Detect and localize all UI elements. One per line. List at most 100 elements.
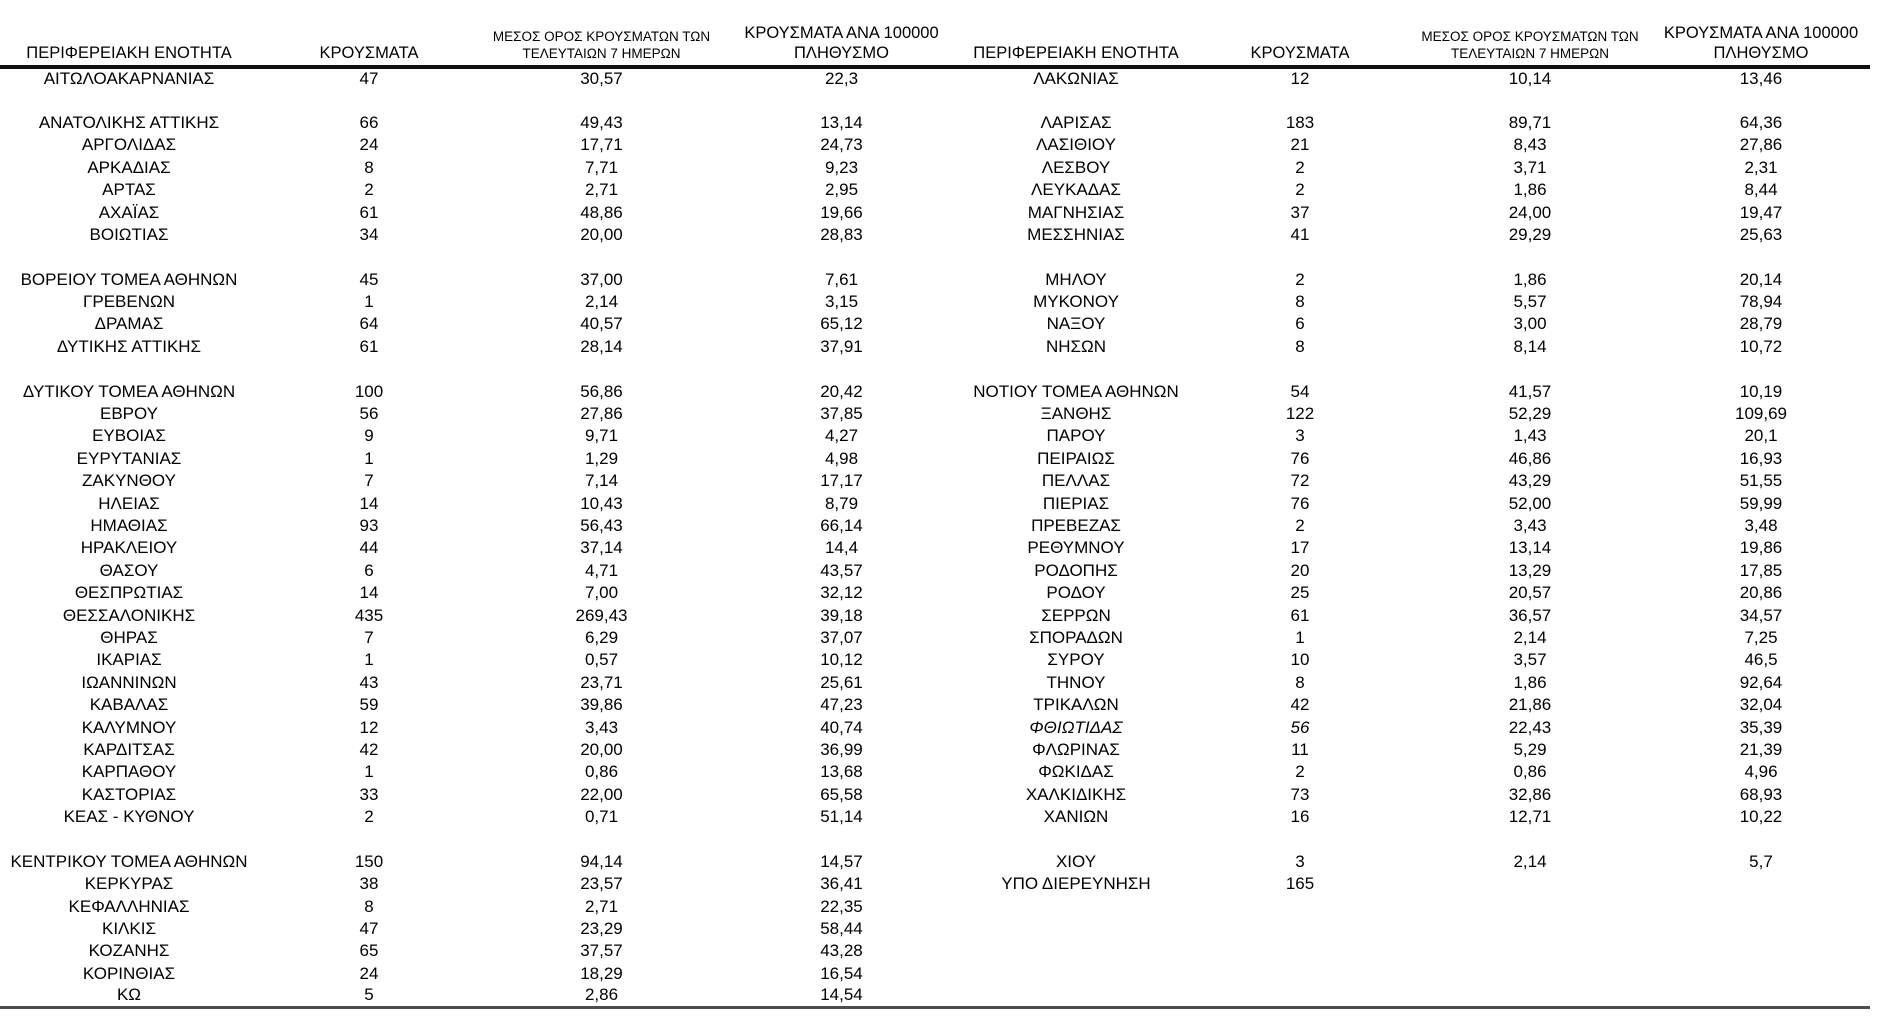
right-cases-cell: 20 [1290, 560, 1310, 580]
left-avg7-cell: 0,86 [584, 762, 619, 782]
table-row: ΘΕΣΣΑΛΟΝΙΚΗΣ 435 269,43 39,18 ΣΕΡΡΩΝ 61 36,57 3… [0, 604, 1870, 626]
table-row: ΚΕΑΣ - ΚΥΘΝΟΥ 2 0,71 51,14 ΧΑΝΙΩΝ 16 12,71 10,2… [0, 806, 1870, 828]
header-cases-left: ΚΡΟΥΣΜΑΤΑ [258, 0, 480, 69]
left-region-cell: ΓΡΕΒΕΝΩΝ [83, 292, 175, 312]
table-row: ΒΟΙΩΤΙΑΣ 34 20,00 28,83 ΜΕΣΣΗΝΙΑΣ 41 29,29 25,6… [0, 224, 1870, 246]
right-avg7-cell: 1,86 [1513, 180, 1547, 200]
table-row: ΗΡΑΚΛΕΙΟΥ 44 37,14 14,4 ΡΕΘΥΜΝΟΥ 17 13,14 19,86 [0, 537, 1870, 559]
right-cases-cell: 16 [1290, 807, 1310, 827]
right-per100k-cell: 2,31 [1744, 157, 1778, 177]
right-region-cell [960, 940, 1192, 962]
right-cases-cell: 8 [1295, 292, 1305, 312]
right-avg7-cell [1408, 963, 1652, 985]
left-region-cell: ΚΑΒΑΛΑΣ [89, 695, 169, 715]
left-region-cell: ΚΑΡΔΙΤΣΑΣ [83, 739, 175, 759]
right-per100k-cell: 21,39 [1739, 739, 1783, 759]
left-avg7-cell: 9,71 [584, 426, 619, 446]
left-cases-cell: 24 [359, 963, 379, 983]
left-avg7-cell: 6,29 [584, 627, 619, 647]
right-region-cell: ΛΑΣΙΘΙΟΥ [1036, 135, 1116, 155]
table-row: ΔΡΑΜΑΣ 64 40,57 65,12 ΝΑΞΟΥ 6 3,00 28,79 [0, 313, 1870, 335]
right-cases-cell: 42 [1290, 695, 1310, 715]
left-per100k-cell: 37,91 [820, 336, 863, 356]
right-cases-cell: 10 [1290, 650, 1310, 670]
left-region-cell: ΒΟΡΕΙΟΥ ΤΟΜΕΑ ΑΘΗΝΩΝ [20, 269, 238, 289]
right-region-cell: ΤΗΝΟΥ [1046, 672, 1106, 692]
left-avg7-cell: 20,00 [580, 739, 623, 759]
left-cases-cell: 100 [354, 381, 384, 401]
header-row: ΠΕΡΙΦΕΡΕΙΑΚΗ ΕΝΟΤΗΤΑ ΚΡΟΥΣΜΑΤΑ ΜΕΣΟΣ ΟΡΟ… [0, 0, 1870, 69]
right-region-cell: ΦΘΙΩΤΙΔΑΣ [1029, 717, 1123, 737]
left-avg7-cell: 48,86 [580, 202, 623, 222]
right-per100k-cell: 34,57 [1739, 605, 1783, 625]
table-row: ΒΟΡΕΙΟΥ ΤΟΜΕΑ ΑΘΗΝΩΝ 45 37,00 7,61 ΜΗΛΟΥ 2 1,8… [0, 269, 1870, 291]
right-cases-cell [1192, 985, 1408, 1007]
right-avg7-cell [1408, 918, 1652, 940]
table-row: ΚΕΝΤΡΙΚΟΥ ΤΟΜΕΑ ΑΘΗΝΩΝ 150 94,14 14,57 ΧΙΟΥ 3… [0, 851, 1870, 873]
left-region-cell: ΑΡΓΟΛΙΔΑΣ [81, 135, 177, 155]
left-avg7-cell: 17,71 [580, 135, 623, 155]
right-region-cell: ΛΕΥΚΑΔΑΣ [1031, 180, 1121, 200]
table-row: ΚΑΒΑΛΑΣ 59 39,86 47,23 ΤΡΙΚΑΛΩΝ 42 21,86 32,04 [0, 694, 1870, 716]
table-row: ΚΕΦΑΛΛΗΝΙΑΣ 8 2,71 22,35 [0, 895, 1870, 917]
left-region-cell: ΚΙΛΚΙΣ [102, 919, 156, 939]
right-region-cell [960, 895, 1192, 917]
right-region-cell: ΞΑΝΘΗΣ [1040, 404, 1112, 424]
left-region-cell: ΔΡΑΜΑΣ [94, 314, 164, 334]
right-cases-cell: 2 [1295, 762, 1305, 782]
left-avg7-cell: 23,71 [580, 672, 623, 692]
table-row: ΚΕΡΚΥΡΑΣ 38 23,57 36,41 ΥΠΟ ΔΙΕΡΕΥΝΗΣΗ 165 [0, 873, 1870, 895]
right-cases-cell: 41 [1290, 224, 1310, 244]
right-avg7-cell: 22,43 [1508, 717, 1552, 737]
left-cases-cell: 61 [359, 202, 379, 222]
right-per100k-cell: 109,69 [1735, 404, 1787, 424]
left-avg7-cell: 269,43 [575, 605, 628, 625]
left-avg7-cell: 94,14 [580, 851, 623, 871]
right-avg7-cell: 24,00 [1508, 202, 1552, 222]
left-avg7-cell: 23,29 [580, 919, 623, 939]
left-region-cell: ΙΚΑΡΙΑΣ [96, 650, 162, 670]
left-region-cell: ΕΒΡΟΥ [99, 404, 159, 424]
right-per100k-cell: 28,79 [1739, 314, 1783, 334]
right-region-cell: ΣΠΟΡΑΔΩΝ [1029, 627, 1123, 647]
left-avg7-cell: 0,57 [584, 650, 619, 670]
right-avg7-cell: 5,29 [1513, 739, 1547, 759]
header-region-left-label: ΠΕΡΙΦΕΡΕΙΑΚΗ ΕΝΟΤΗΤΑ [26, 43, 232, 62]
right-avg7-cell: 46,86 [1508, 448, 1552, 468]
left-cases-cell: 1 [364, 762, 374, 782]
left-cases-cell: 93 [359, 516, 379, 535]
header-per100k-right-line1: ΚΡΟΥΣΜΑΤΑ ΑΝΑ 100000 [1663, 23, 1859, 42]
right-per100k-cell: 46,5 [1744, 650, 1778, 670]
right-avg7-cell: 29,29 [1508, 224, 1552, 244]
right-avg7-cell: 3,57 [1513, 650, 1547, 670]
right-per100k-cell: 92,64 [1739, 672, 1783, 692]
right-region-cell: ΝΗΣΩΝ [1045, 336, 1107, 356]
left-per100k-cell: 36,41 [820, 874, 863, 894]
right-per100k-cell: 64,36 [1739, 112, 1783, 132]
right-region-cell: ΜΕΣΣΗΝΙΑΣ [1027, 224, 1125, 244]
left-per100k-cell: 51,14 [820, 807, 863, 827]
spacer-row [0, 89, 1870, 111]
right-avg7-cell [1408, 895, 1652, 917]
right-avg7-cell: 3,43 [1513, 516, 1547, 535]
right-per100k-cell: 51,55 [1739, 471, 1783, 491]
right-avg7-cell [1408, 873, 1652, 895]
right-per100k-cell: 27,86 [1739, 135, 1783, 155]
right-per100k-cell [1652, 985, 1870, 1007]
right-per100k-cell: 19,47 [1739, 202, 1783, 222]
left-region-cell: ΗΡΑΚΛΕΙΟΥ [80, 538, 178, 558]
right-region-cell: ΛΕΣΒΟΥ [1041, 157, 1111, 177]
right-cases-cell: 76 [1290, 493, 1310, 513]
spacer-cell [0, 246, 1870, 268]
header-avg7-right-line1: ΜΕΣΟΣ ΟΡΟΣ ΚΡΟΥΣΜΑΤΩΝ ΤΩΝ [1421, 28, 1639, 44]
table-row: ΗΛΕΙΑΣ 14 10,43 8,79 ΠΙΕΡΙΑΣ 76 52,00 59,99 [0, 492, 1870, 514]
left-cases-cell: 45 [359, 269, 379, 289]
left-per100k-cell: 16,54 [820, 963, 863, 983]
header-region-right: ΠΕΡΙΦΕΡΕΙΑΚΗ ΕΝΟΤΗΤΑ [960, 0, 1192, 69]
table-row: ΚΩ 5 2,86 14,54 [0, 985, 1870, 1007]
left-region-cell: ΘΑΣΟΥ [99, 560, 159, 580]
table-row: ΔΥΤΙΚΟΥ ΤΟΜΕΑ ΑΘΗΝΩΝ 100 56,86 20,42 ΝΟΤΙΟΥ … [0, 380, 1870, 402]
right-cases-cell: 56 [1290, 717, 1310, 737]
left-per100k-cell: 4,98 [824, 448, 859, 468]
left-per100k-cell: 24,73 [820, 135, 863, 155]
